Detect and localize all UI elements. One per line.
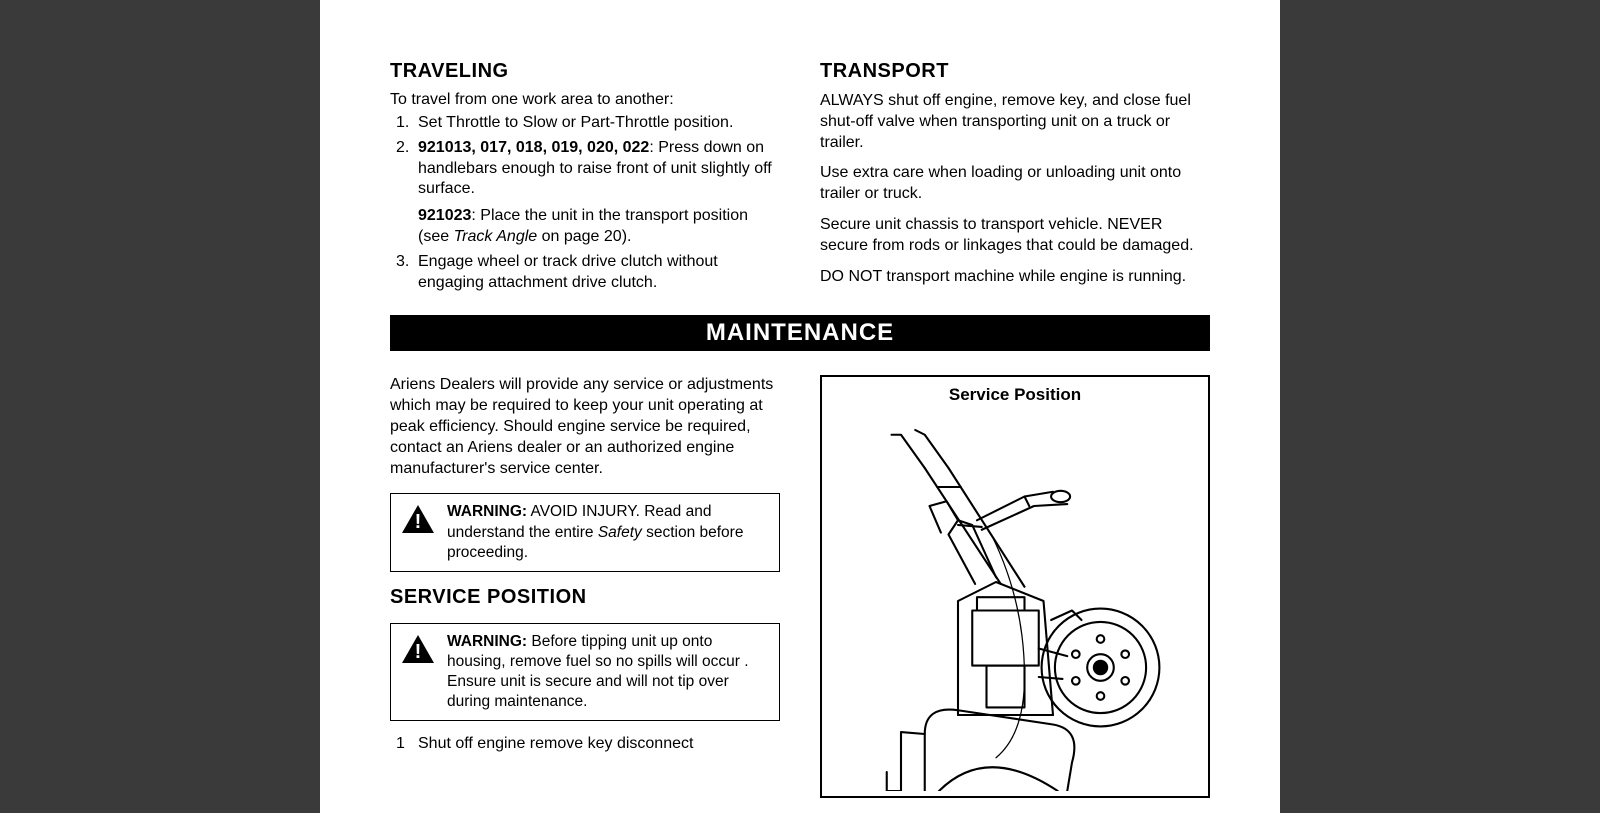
bottom-two-column: Ariens Dealers will provide any service …	[390, 375, 1210, 798]
transport-para: Secure unit chassis to transport vehicle…	[820, 215, 1210, 257]
model-number: 921023	[418, 207, 471, 224]
transport-para: Use extra care when loading or unloading…	[820, 163, 1210, 205]
document-page: TRAVELING To travel from one work area t…	[320, 0, 1280, 813]
item-text: Engage wheel or track drive clutch witho…	[418, 253, 718, 291]
service-position-heading: SERVICE POSITION	[390, 586, 780, 609]
list-item: 1. Set Throttle to Slow or Part-Throttle…	[418, 113, 780, 134]
warning-text: WARNING: Before tipping unit up onto hou…	[447, 632, 769, 713]
reference-italic: Track Angle	[454, 228, 538, 245]
item-text: Set Throttle to Slow or Part-Throttle po…	[418, 114, 733, 131]
figure-title: Service Position	[832, 385, 1198, 405]
traveling-heading: TRAVELING	[390, 60, 780, 83]
top-two-column: TRAVELING To travel from one work area t…	[390, 60, 1210, 297]
figure-box: Service Position	[820, 375, 1210, 798]
list-item: 2. 921013, 017, 018, 019, 020, 022: Pres…	[418, 138, 780, 248]
warning-text: WARNING: AVOID INJURY. Read and understa…	[447, 502, 769, 562]
warning-label: WARNING:	[447, 503, 527, 520]
cutoff-line: 1 Shut off engine remove key disconnect	[390, 735, 780, 753]
item-number: 3.	[396, 252, 409, 273]
traveling-list: 1. Set Throttle to Slow or Part-Throttle…	[390, 113, 780, 293]
maintenance-intro: Ariens Dealers will provide any service …	[390, 375, 780, 479]
list-item: 3. Engage wheel or track drive clutch wi…	[418, 252, 780, 294]
svg-text:!: !	[415, 641, 422, 663]
warning-italic: Safety	[598, 524, 642, 541]
traveling-intro: To travel from one work area to another:	[390, 91, 780, 109]
sub-paragraph: 921023: Place the unit in the transport …	[418, 206, 780, 248]
svg-text:!: !	[415, 511, 422, 533]
item-number: 2.	[396, 138, 409, 159]
traveling-column: TRAVELING To travel from one work area t…	[390, 60, 780, 297]
warning-box: ! WARNING: AVOID INJURY. Read and unders…	[390, 493, 780, 571]
cutoff-text: Shut off engine remove key disconnect	[418, 735, 693, 752]
item-number: 1.	[396, 113, 409, 134]
transport-para: DO NOT transport machine while engine is…	[820, 267, 1210, 288]
sub-tail: on page 20).	[537, 228, 631, 245]
transport-para: ALWAYS shut off engine, remove key, and …	[820, 91, 1210, 153]
cutoff-number: 1	[396, 735, 405, 753]
maintenance-left-column: Ariens Dealers will provide any service …	[390, 375, 780, 798]
maintenance-right-column: Service Position	[820, 375, 1210, 798]
service-position-diagram	[832, 411, 1198, 791]
warning-box: ! WARNING: Before tipping unit up onto h…	[390, 623, 780, 722]
transport-column: TRANSPORT ALWAYS shut off engine, remove…	[820, 60, 1210, 297]
model-numbers: 921013, 017, 018, 019, 020, 022	[418, 139, 649, 156]
warning-triangle-icon: !	[401, 504, 435, 534]
transport-heading: TRANSPORT	[820, 60, 1210, 83]
warning-triangle-icon: !	[401, 634, 435, 664]
maintenance-bar: MAINTENANCE	[390, 315, 1210, 351]
warning-label: WARNING:	[447, 633, 527, 650]
